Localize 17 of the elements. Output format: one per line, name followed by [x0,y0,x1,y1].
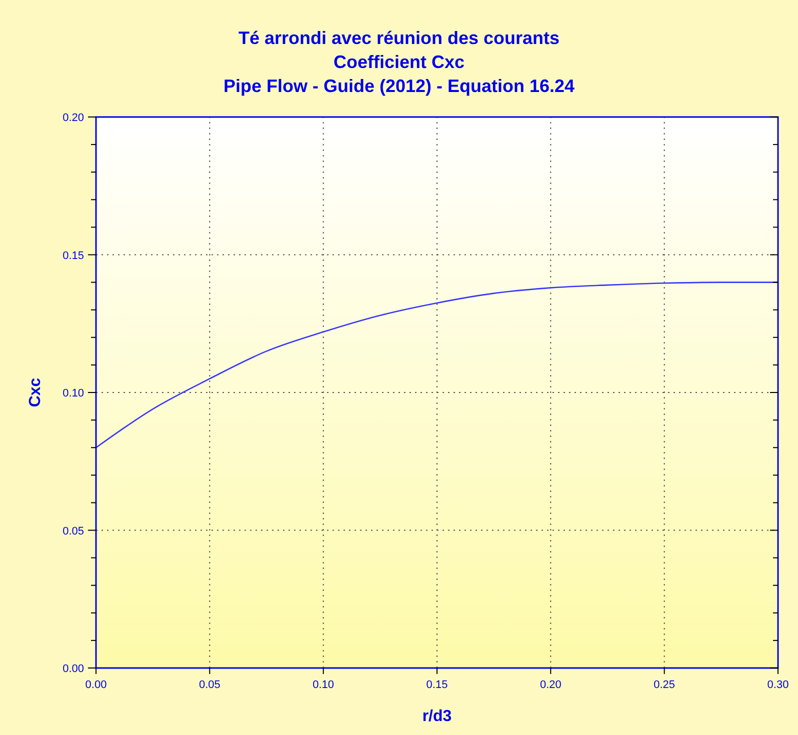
x-tick-label: 0.10 [312,679,334,691]
chart-subtitle: Coefficient Cxc Pipe Flow - Guide (2012) - Equation 16.24 [223,52,575,96]
y-axis-title: Cxc [27,378,44,408]
chart-title: Té arrondi avec réunion des courants [238,28,560,48]
y-tick-label: 0.20 [62,112,84,124]
line-series [95,282,779,448]
x-tick-label: 0.15 [426,679,448,691]
x-axis-title: r/d3 [422,708,452,725]
x-tick-label: 0.00 [85,679,107,691]
x-tick-label: 0.05 [198,679,220,691]
y-tick-label: 0.00 [62,663,84,675]
x-tick-label: 0.25 [654,679,676,691]
x-tick-label: 0.30 [767,679,789,691]
x-tick-label: 0.20 [540,679,562,691]
y-tick-label: 0.05 [62,525,84,538]
y-tick-label: 0.15 [62,250,84,262]
y-tick-label: 0.10 [62,388,84,400]
